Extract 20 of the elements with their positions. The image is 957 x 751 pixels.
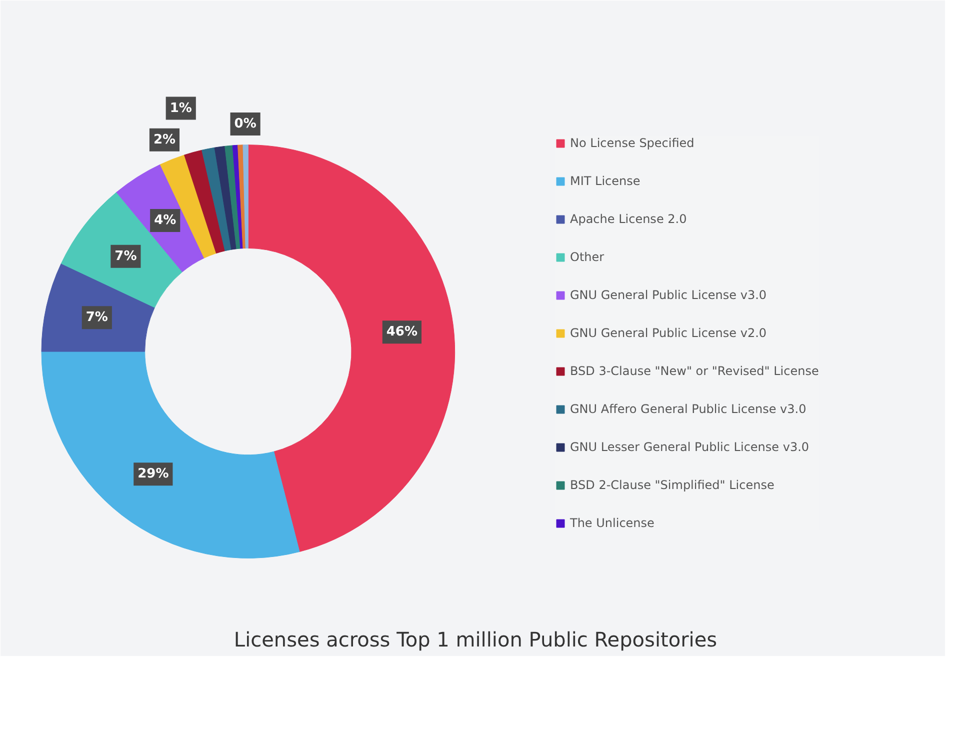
data-label: 2%: [153, 132, 176, 148]
legend-label: GNU General Public License v2.0: [570, 326, 767, 340]
data-label: 46%: [386, 324, 418, 340]
data-label: 7%: [114, 248, 137, 264]
legend-label: GNU General Public License v3.0: [570, 288, 767, 302]
legend-label: BSD 2-Clause "Simplified" License: [570, 478, 774, 492]
legend-label: GNU Lesser General Public License v3.0: [570, 440, 810, 454]
legend-label: No License Specified: [570, 136, 694, 150]
data-label: 1%: [170, 100, 192, 116]
data-label: 29%: [138, 466, 169, 482]
data-label: 0%: [234, 116, 256, 132]
data-label: 7%: [86, 310, 108, 326]
legend-label: MIT License: [570, 174, 640, 188]
legend-label: Other: [570, 250, 604, 264]
data-label: 4%: [154, 213, 176, 228]
legend-label: Apache License 2.0: [570, 212, 687, 226]
legend-label: GNU Affero General Public License v3.0: [570, 402, 806, 416]
legend-label: BSD 3-Clause "New" or "Revised" License: [570, 364, 819, 378]
legend-label: The Unlicense: [570, 516, 654, 530]
text: Licenses across Top 1 million Public Repositories: [234, 628, 718, 652]
